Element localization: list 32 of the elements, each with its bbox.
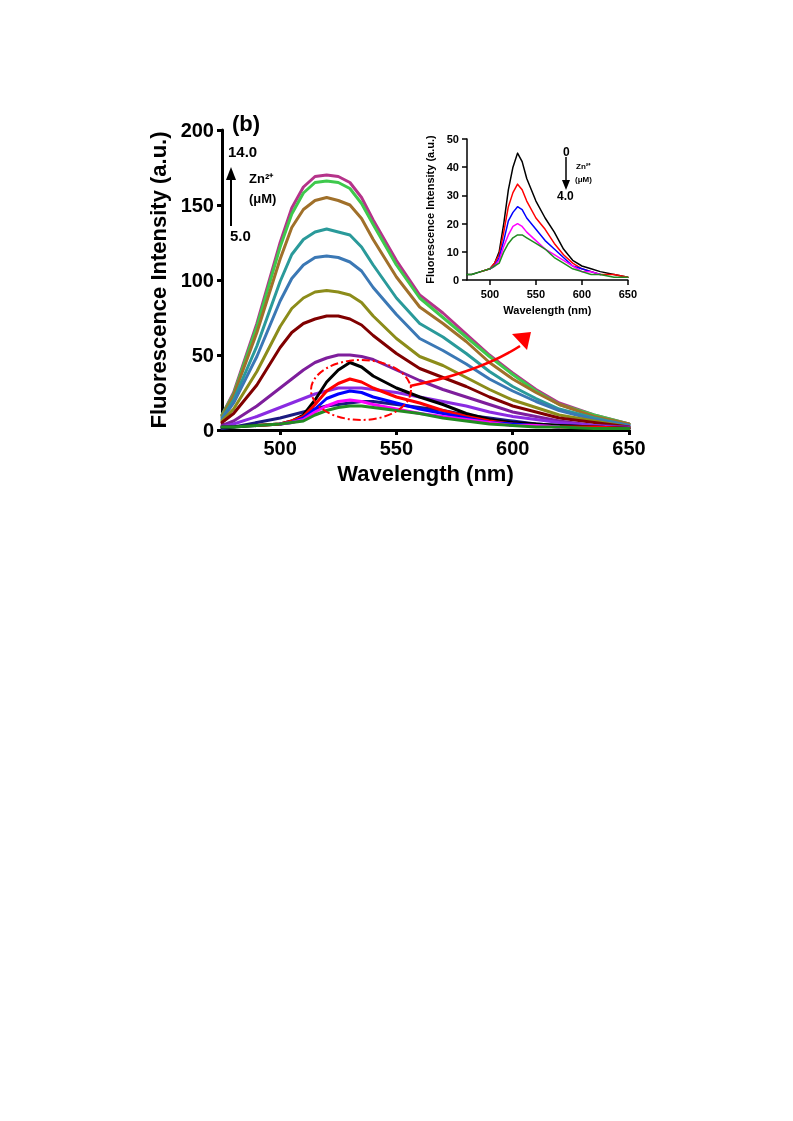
x-tick-label: 600 bbox=[572, 287, 592, 300]
x-axis-title: Wavelength (nm) bbox=[503, 303, 592, 316]
y-tick-label: 50 bbox=[446, 133, 459, 145]
y-tick-label: 0 bbox=[452, 274, 459, 287]
annotation: (b) bbox=[232, 110, 261, 136]
y-tick-label: 0 bbox=[202, 419, 214, 441]
x-tick-label: 650 bbox=[618, 287, 637, 300]
annotation: 4.0 bbox=[557, 189, 575, 203]
x-tick-label: 500 bbox=[480, 287, 500, 300]
x-tick-label: 550 bbox=[379, 437, 414, 459]
annotation: 0 bbox=[563, 145, 570, 159]
y-tick-label: 40 bbox=[446, 161, 459, 174]
x-tick-label: 550 bbox=[526, 287, 546, 300]
x-tick-label: 650 bbox=[612, 437, 646, 459]
x-axis-title: Wavelength (nm) bbox=[337, 461, 514, 487]
annotation: Zn²⁺ bbox=[576, 161, 592, 171]
y-tick-label: 10 bbox=[446, 245, 459, 258]
x-tick-label: 600 bbox=[496, 437, 530, 459]
annotation: (μM) bbox=[249, 191, 277, 206]
y-axis-title: Fluorescence Intensity (a.u.) bbox=[423, 134, 436, 284]
annotation: 5.0 bbox=[230, 227, 251, 244]
y-axis-title: Fluorescence Intensity (a.u.) bbox=[146, 131, 172, 429]
y-tick-label: 100 bbox=[180, 269, 214, 291]
y-tick-label: 20 bbox=[446, 217, 459, 230]
annotation: Zn²⁺ bbox=[249, 171, 275, 186]
x-tick-label: 500 bbox=[263, 437, 297, 459]
y-tick-label: 50 bbox=[191, 344, 214, 366]
annotation: 14.0 bbox=[228, 143, 258, 160]
annotation: (μM) bbox=[575, 174, 593, 184]
y-tick-label: 200 bbox=[180, 119, 214, 141]
y-tick-label: 150 bbox=[180, 194, 214, 216]
y-tick-label: 30 bbox=[446, 189, 459, 202]
